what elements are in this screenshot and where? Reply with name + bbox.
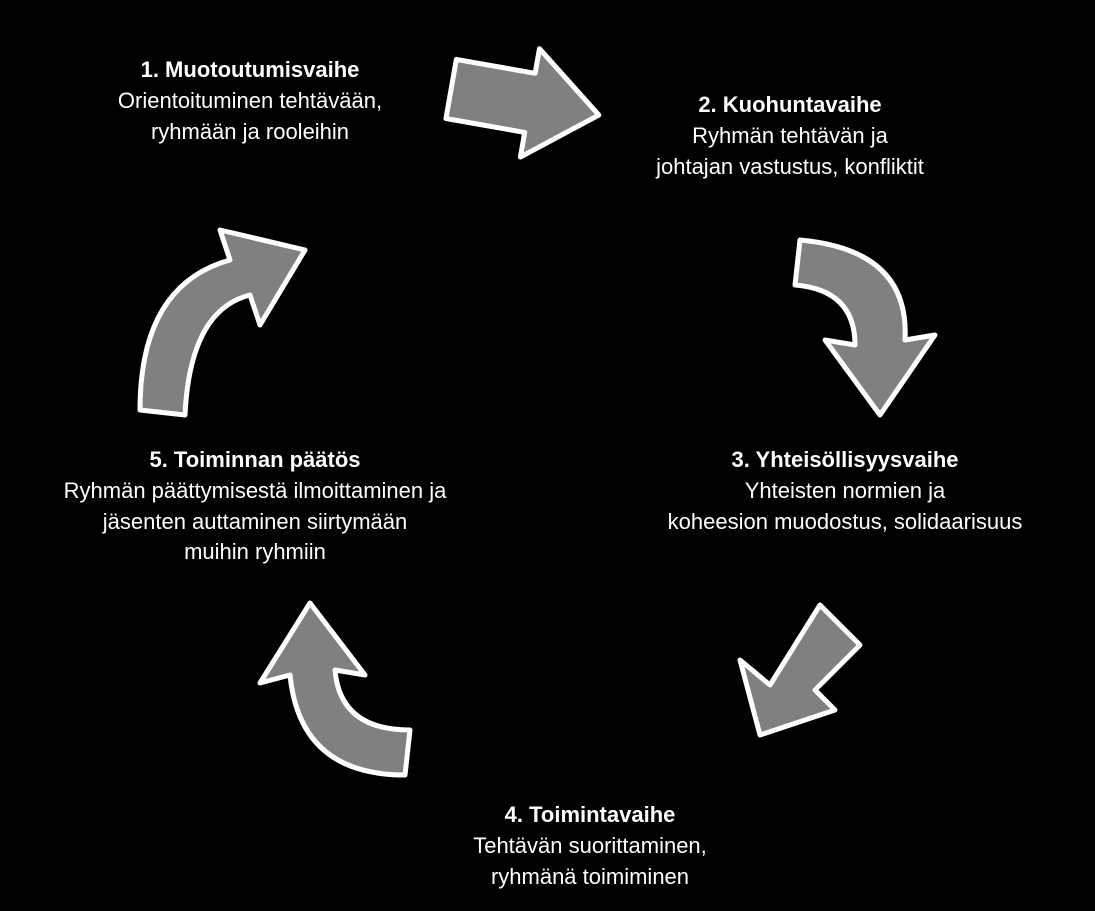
arrow-3-4-icon	[720, 595, 870, 755]
arrow-5-1-icon	[120, 195, 310, 425]
stage-5-desc: Ryhmän päättymisestä ilmoittaminen jajäs…	[10, 476, 500, 568]
stage-4-text: 4. Toimintavaihe Tehtävän suorittaminen,…	[400, 800, 780, 892]
stage-4-desc: Tehtävän suorittaminen,ryhmänä toimimine…	[400, 831, 780, 893]
stage-3-title: 3. Yhteisöllisyysvaihe	[620, 445, 1070, 476]
stage-2-desc: Ryhmän tehtävän jajohtajan vastustus, ko…	[590, 121, 990, 183]
stage-3-desc: Yhteisten normien jakoheesion muodostus,…	[620, 476, 1070, 538]
stage-1-desc: Orientoituminen tehtävään,ryhmään ja roo…	[60, 86, 440, 148]
stage-4-title: 4. Toimintavaihe	[400, 800, 780, 831]
stage-5-text: 5. Toiminnan päätös Ryhmän päättymisestä…	[10, 445, 500, 568]
stage-1-title: 1. Muotoutumisvaihe	[60, 55, 440, 86]
arrow-2-3-icon	[780, 220, 950, 420]
stage-5-title: 5. Toiminnan päätös	[10, 445, 500, 476]
arrow-4-5-icon	[230, 595, 420, 795]
stage-1-text: 1. Muotoutumisvaihe Orientoituminen teht…	[60, 55, 440, 147]
stage-2-text: 2. Kuohuntavaihe Ryhmän tehtävän jajohta…	[590, 90, 990, 182]
arrow-1-2-icon	[429, 18, 621, 185]
stage-2-title: 2. Kuohuntavaihe	[590, 90, 990, 121]
stage-3-text: 3. Yhteisöllisyysvaihe Yhteisten normien…	[620, 445, 1070, 537]
